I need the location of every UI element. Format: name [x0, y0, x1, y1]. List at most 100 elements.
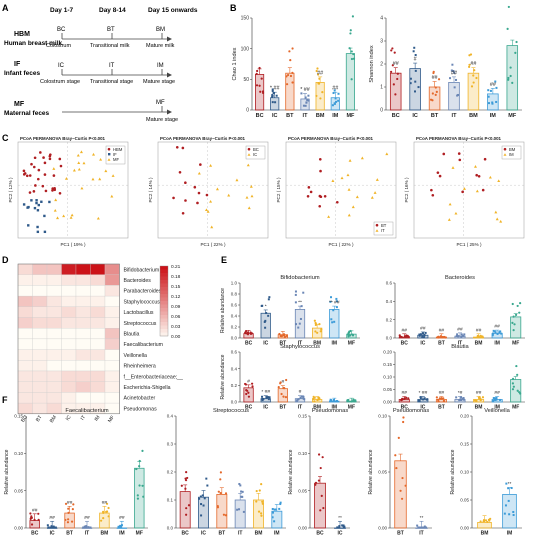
significance-label: ##	[476, 327, 482, 333]
data-point	[295, 294, 297, 296]
data-point	[437, 171, 440, 174]
data-point	[179, 171, 182, 174]
data-point	[336, 526, 338, 528]
data-point	[303, 398, 305, 400]
data-point	[259, 85, 261, 87]
data-point	[30, 163, 33, 166]
heatmap-cell	[18, 371, 33, 382]
data-point	[53, 526, 55, 528]
data-point	[172, 197, 175, 200]
data-point	[442, 153, 445, 156]
heatmap-cell	[18, 264, 33, 275]
heatmap-cell	[76, 307, 91, 318]
heatmap-cell	[76, 392, 91, 403]
data-point	[399, 490, 401, 492]
data-point	[58, 158, 61, 161]
data-point	[475, 174, 478, 177]
x-tick-label: BT	[431, 113, 439, 119]
x-tick-label: MF	[508, 113, 517, 119]
data-point	[353, 58, 355, 60]
subchart-title: Faecalibacterium	[65, 408, 109, 414]
data-point	[320, 328, 322, 330]
hbm-stage-2: Transitional milk	[90, 43, 130, 49]
data-point	[402, 416, 404, 418]
data-point	[47, 527, 49, 529]
x-tick-label: BM	[101, 531, 109, 537]
heatmap-cell	[76, 296, 91, 307]
data-point	[330, 318, 332, 320]
data-point	[218, 491, 220, 493]
data-point	[423, 336, 425, 338]
data-point	[33, 166, 36, 169]
data-point	[262, 398, 264, 400]
panel-label-b: B	[230, 3, 237, 13]
significance-label: ##	[439, 327, 445, 333]
data-point	[512, 388, 514, 390]
data-point	[319, 170, 322, 173]
heatmap-cell	[33, 371, 48, 382]
significance-label: ##	[402, 390, 408, 396]
data-point	[334, 103, 336, 105]
heatmap-row-label: Bifidobacterium	[124, 267, 160, 273]
data-point	[458, 159, 461, 162]
data-point	[451, 64, 453, 66]
significance-label: ##	[470, 61, 476, 67]
data-point	[297, 399, 299, 401]
y-tick-label: 0.15	[383, 362, 392, 367]
x-tick-label: BM	[469, 113, 478, 119]
data-point	[414, 81, 416, 83]
hbm-code-bt: BT	[107, 27, 115, 33]
data-point	[199, 163, 202, 166]
data-point	[319, 97, 321, 99]
data-point	[256, 70, 258, 72]
data-point	[243, 511, 245, 513]
data-point	[395, 467, 397, 469]
data-point	[204, 497, 206, 499]
y-tick-label: 0.15	[298, 414, 307, 419]
significance-label: ##	[432, 75, 438, 81]
hbm-stage-1: Colostrum	[46, 43, 71, 49]
data-point	[39, 151, 42, 154]
data-point	[42, 156, 45, 159]
data-point	[236, 509, 238, 511]
heatmap-cell	[18, 392, 33, 403]
heatmap-cell	[91, 360, 106, 371]
y-tick-label: 0.4	[231, 314, 238, 319]
heatmap-row-label: Veillonella	[124, 353, 147, 359]
data-point	[258, 511, 260, 513]
data-point	[266, 397, 268, 399]
data-point	[247, 332, 249, 334]
data-point	[438, 78, 440, 80]
data-point	[280, 335, 282, 337]
data-point	[415, 70, 417, 72]
legend-label: MF	[113, 157, 119, 162]
data-point	[85, 526, 87, 528]
heatmap-cell	[47, 307, 62, 318]
data-point	[413, 50, 415, 52]
plot-title: PCoA PERMANOVA Bray−Curtis P<0.001	[416, 136, 502, 141]
data-point	[332, 104, 334, 106]
y-tick-label: 1	[380, 85, 383, 91]
heatmap-cell	[105, 275, 120, 286]
y-tick-label: 0.8	[231, 292, 238, 297]
heatmap-cell	[18, 328, 33, 339]
panel-label-e: E	[221, 255, 227, 265]
plot-title: PCoA PERMANOVA Bray−Curtis P<0.001	[20, 136, 106, 141]
y-tick-label: 0.05	[383, 387, 392, 392]
significance-label: ##	[451, 70, 457, 76]
data-point	[408, 336, 410, 338]
heatmap-cell	[62, 318, 77, 329]
significance-label: ##	[67, 500, 73, 506]
significance-label: ##	[317, 70, 323, 76]
data-point	[272, 101, 274, 103]
y-axis-label: Relative abundance	[220, 288, 226, 333]
heatmap-row-label: Rheinheimera	[124, 364, 156, 370]
x-tick-label: BM	[475, 341, 483, 347]
significance-label: #	[247, 378, 250, 384]
heatmap-cell	[76, 350, 91, 361]
data-point	[425, 332, 427, 334]
data-point	[321, 495, 323, 497]
data-point	[279, 503, 281, 505]
data-point	[287, 74, 289, 76]
heatmap-cell	[47, 275, 62, 286]
